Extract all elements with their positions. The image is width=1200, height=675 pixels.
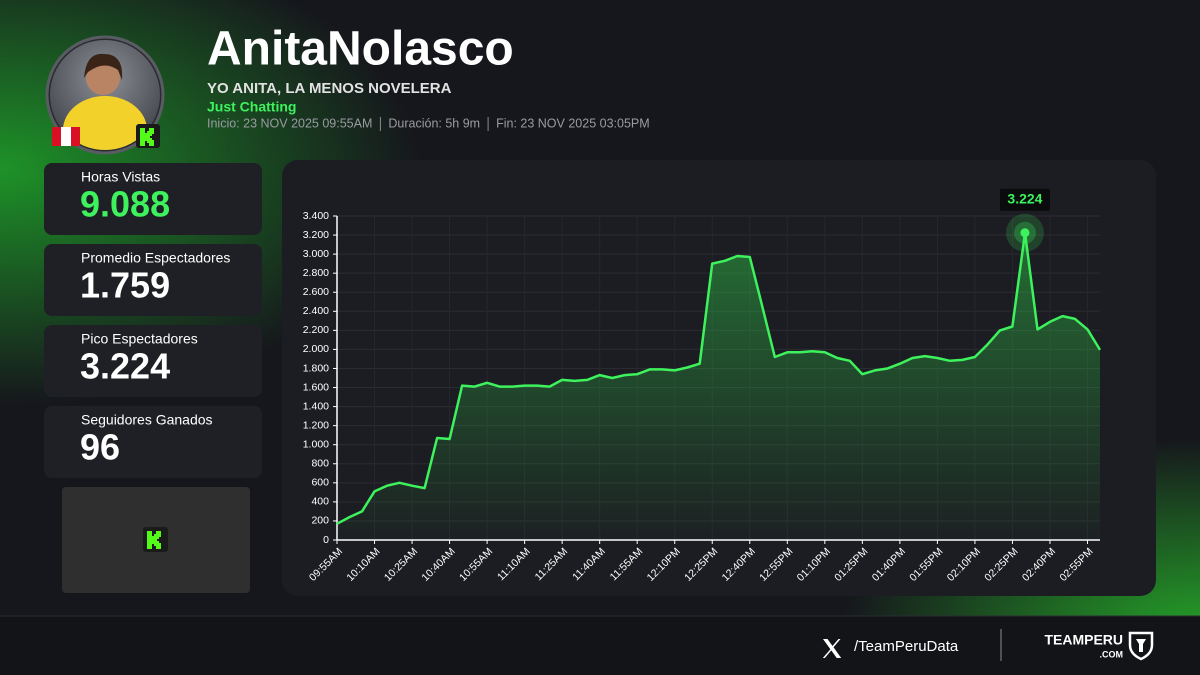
y-tick-label: 2.000 (303, 343, 329, 355)
stat-label: Horas Vistas (81, 169, 160, 185)
stream-title: YO ANITA, LA MENOS NOVELERA (207, 80, 452, 97)
stat-label: Seguidores Ganados (81, 412, 213, 428)
stat-label: Promedio Espectadores (81, 250, 230, 266)
start-time: Inicio: 23 NOV 2025 09:55AM (207, 116, 372, 130)
streamer-name: AnitaNolasco (207, 23, 514, 76)
y-tick-label: 2.200 (303, 324, 329, 336)
x-logo (822, 639, 842, 658)
stat-value: 1.759 (80, 265, 170, 306)
stat-label: Pico Espectadores (81, 331, 198, 347)
stat-card (44, 325, 262, 397)
y-tick-label: 2.400 (303, 305, 329, 317)
footer-bar (0, 616, 1200, 675)
brand-shield-mark (1136, 639, 1146, 652)
stat-card (44, 406, 262, 478)
y-tick-label: 400 (311, 496, 329, 508)
y-tick-label: 3.000 (303, 248, 329, 260)
line (336, 231, 1102, 525)
y-tick-label: 1.600 (303, 381, 329, 393)
y-tick-label: 2.600 (303, 286, 329, 298)
brand-suffix: .COM (1100, 649, 1124, 659)
y-tick-label: 2.800 (303, 267, 329, 279)
y-tick-label: 1.800 (303, 362, 329, 374)
end-time: Fin: 23 NOV 2025 03:05PM (496, 116, 650, 130)
category: Just Chatting (207, 99, 296, 115)
area (337, 232, 1100, 541)
social-handle: /TeamPeruData (854, 638, 959, 655)
stat-card (44, 163, 262, 235)
y-tick-label: 1.400 (303, 400, 329, 412)
stat-value: 3.224 (80, 346, 170, 387)
brand-name: TEAMPERU (1044, 632, 1123, 648)
y-tick-label: 600 (311, 477, 329, 489)
brand-shield (1128, 631, 1154, 661)
stat-card (44, 244, 262, 316)
y-tick-label: 3.200 (303, 229, 329, 241)
y-tick-label: 800 (311, 458, 329, 470)
stat-value: 9.088 (80, 184, 170, 225)
y-tick-label: 3.400 (303, 210, 329, 222)
y-tick-label: 200 (311, 515, 329, 527)
y-tick-label: 0 (323, 534, 329, 546)
y-tick-label: 1.200 (303, 419, 329, 431)
peak-point (1020, 228, 1030, 238)
kick-card (62, 487, 250, 593)
y-tick-label: 1.000 (303, 438, 329, 450)
peak-label-box (999, 188, 1050, 211)
peak-label: 3.224 (1007, 190, 1042, 206)
duration: Duración: 5h 9m (388, 116, 480, 130)
stat-value: 96 (80, 427, 120, 468)
avatar (45, 35, 165, 155)
